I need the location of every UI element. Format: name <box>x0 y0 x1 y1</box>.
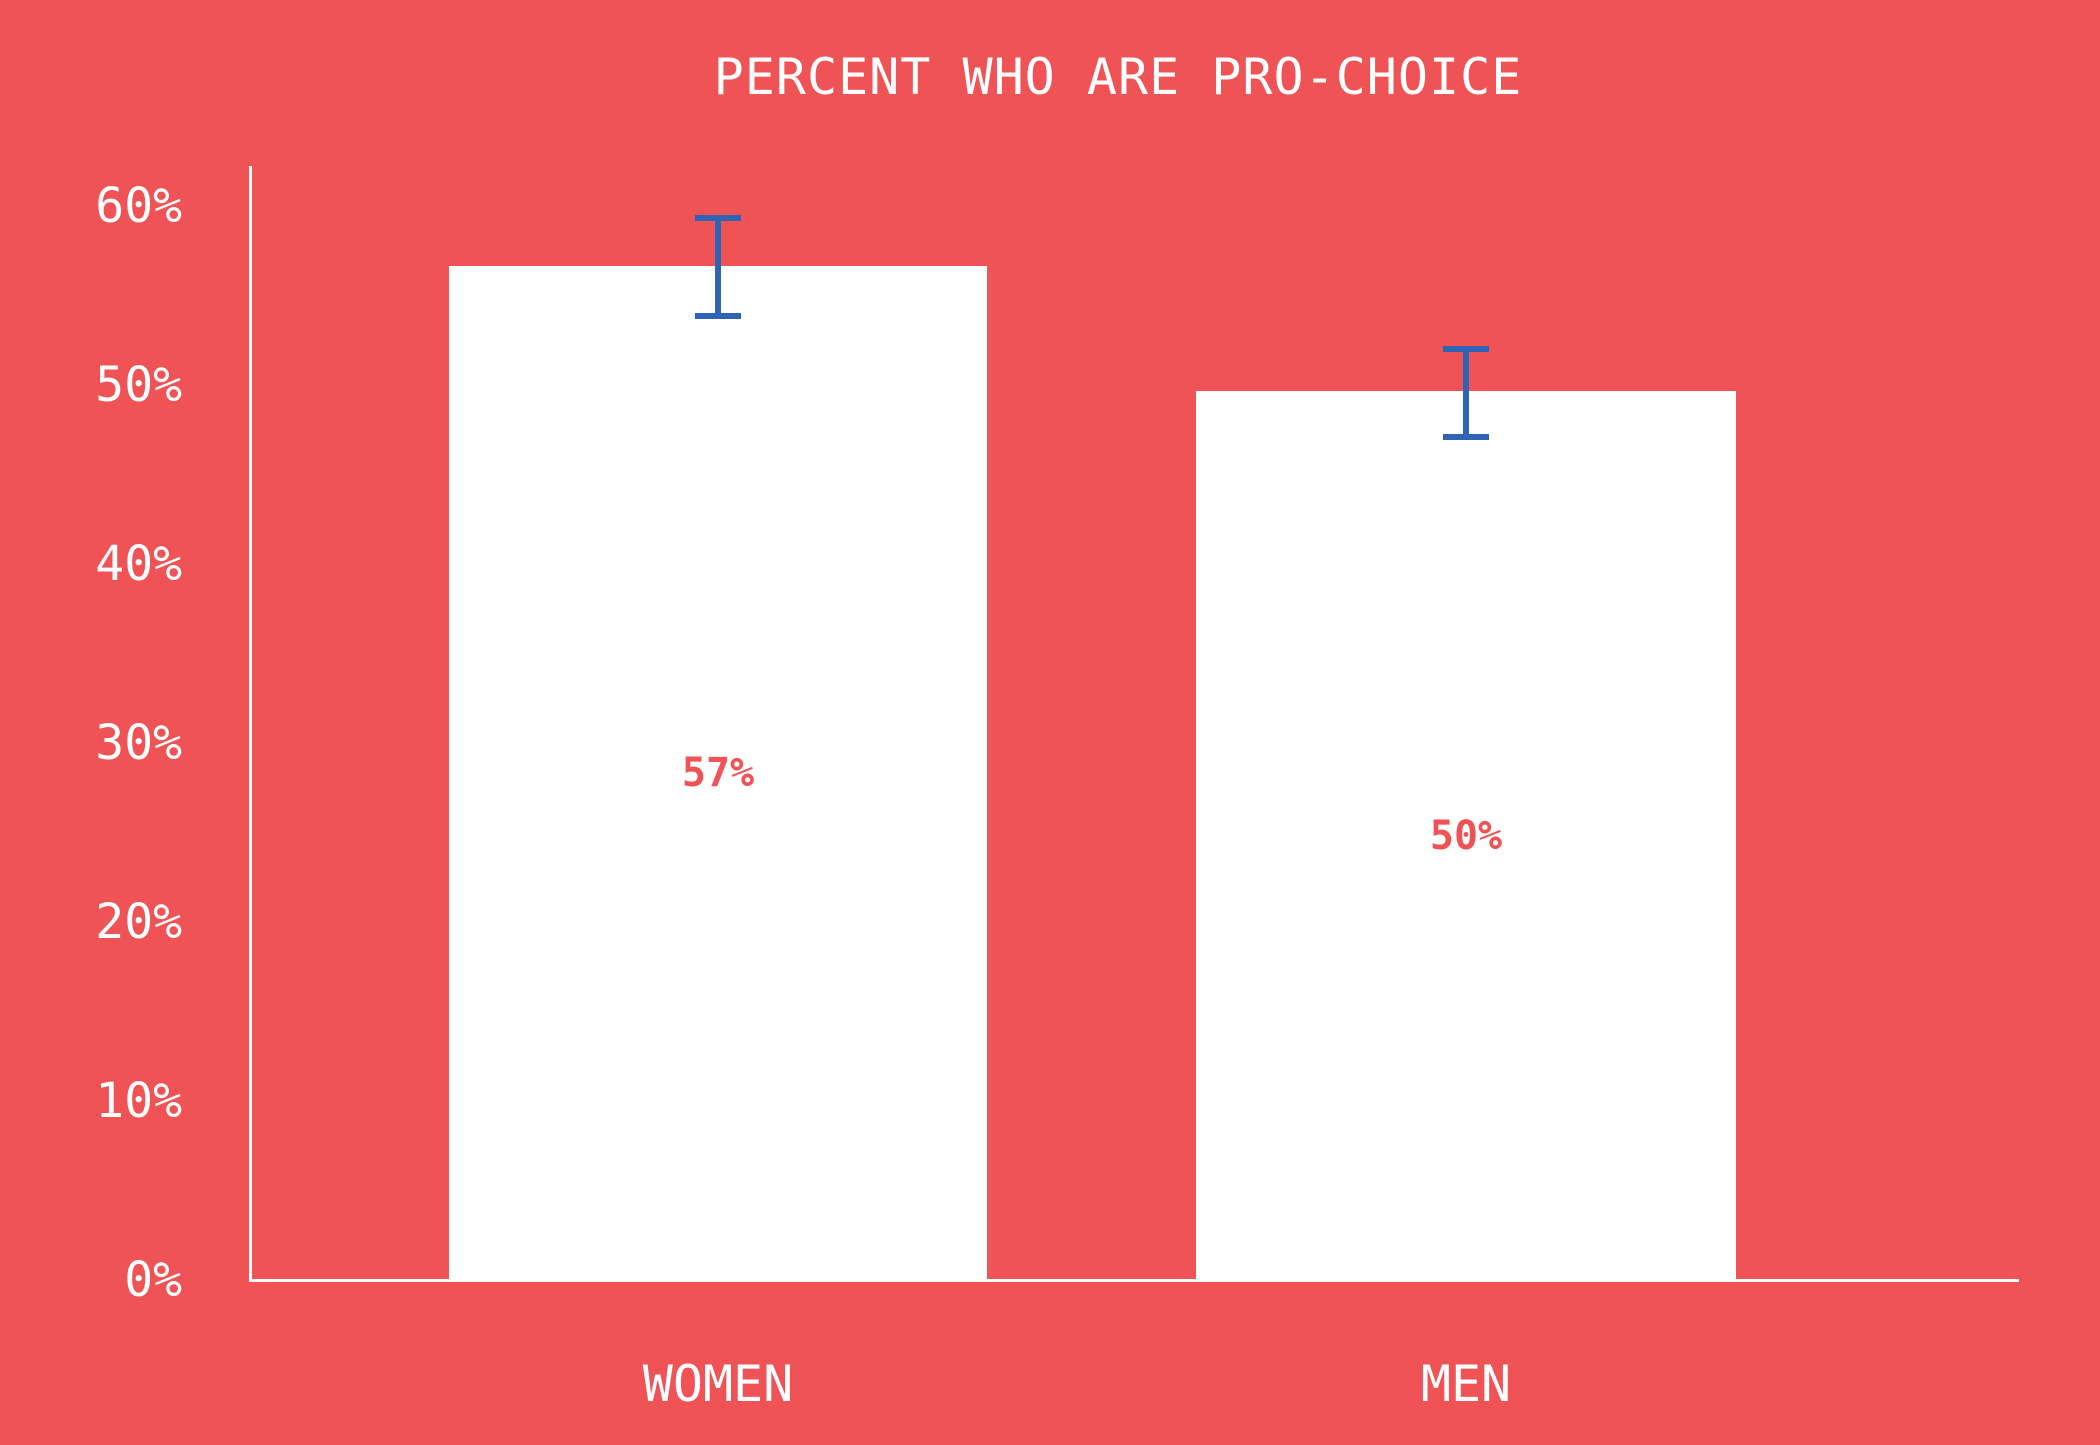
bar-value-label-men: 50% <box>1429 813 1503 859</box>
x-label-men: MEN <box>1420 1355 1512 1413</box>
bar-value-label-women: 57% <box>681 750 755 796</box>
error-bar-men <box>1463 348 1469 437</box>
error-cap-bottom-women <box>695 313 741 319</box>
y-tick-label: 10% <box>95 1073 182 1129</box>
error-bar-women <box>715 217 721 316</box>
x-label-women: WOMEN <box>642 1355 794 1413</box>
y-tick-label: 20% <box>95 894 182 950</box>
y-tick-label: 0% <box>124 1252 182 1308</box>
bar-women <box>449 266 987 1279</box>
error-cap-bottom-men <box>1443 434 1489 440</box>
chart-title: PERCENT WHO ARE PRO-CHOICE <box>713 48 1523 106</box>
y-tick-label: 40% <box>95 536 182 592</box>
y-tick-label: 30% <box>95 715 182 771</box>
error-cap-top-women <box>695 215 741 221</box>
bar-men <box>1196 391 1736 1279</box>
x-axis-line <box>249 1279 2019 1282</box>
error-cap-top-men <box>1443 346 1489 352</box>
y-tick-label: 60% <box>95 178 182 234</box>
y-axis-line <box>249 166 252 1282</box>
y-tick-label: 50% <box>95 357 182 413</box>
